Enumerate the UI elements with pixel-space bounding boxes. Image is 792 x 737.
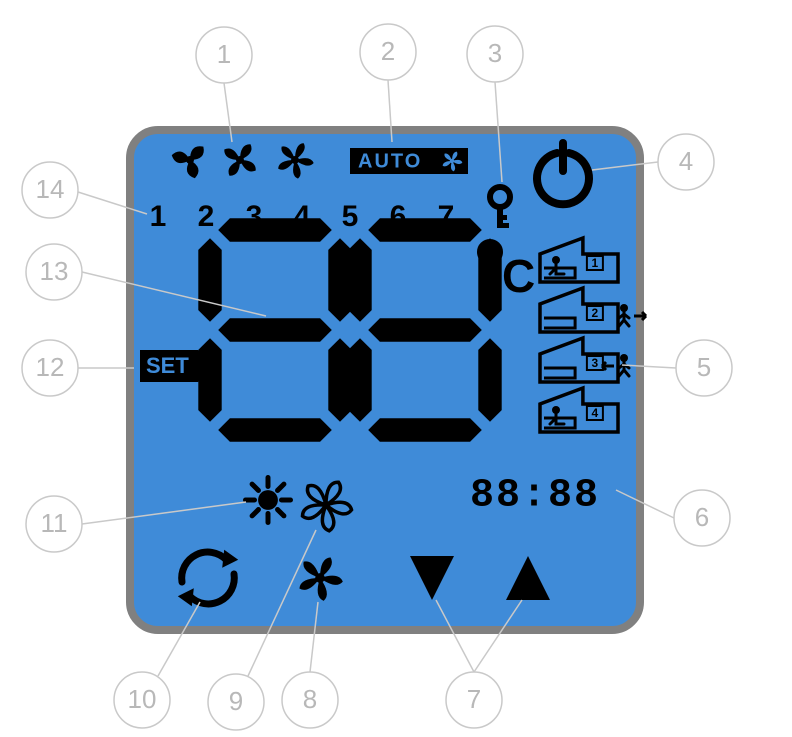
callout-2: 2	[360, 24, 416, 80]
day-2: 2	[198, 200, 215, 233]
heat-mode-icon	[246, 478, 291, 523]
callout-number: 1	[217, 39, 231, 69]
callout-8: 8	[282, 672, 338, 728]
event-number: 2	[592, 306, 599, 320]
event-number: 4	[592, 406, 599, 420]
set-badge: SET	[140, 350, 210, 382]
callout-number: 10	[128, 684, 157, 714]
event-number: 3	[592, 356, 599, 370]
callout-number: 3	[488, 38, 502, 68]
callout-13: 13	[26, 244, 82, 300]
callout-12: 12	[22, 340, 78, 396]
callout-number: 11	[41, 508, 68, 538]
callout-number: 7	[467, 684, 481, 714]
auto-fan-badge: AUTO	[350, 148, 468, 174]
callout-7: 7	[446, 672, 502, 728]
day-5: 5	[342, 200, 359, 233]
callout-9: 9	[208, 674, 264, 730]
clock-display: 88:88	[470, 474, 600, 519]
callout-number: 12	[36, 352, 65, 382]
callout-1: 1	[196, 27, 252, 83]
set-label: SET	[146, 353, 189, 378]
callout-5: 5	[676, 340, 732, 396]
callout-number: 8	[303, 684, 317, 714]
callout-number: 2	[381, 36, 395, 66]
callout-10: 10	[114, 672, 170, 728]
callout-14: 14	[22, 162, 78, 218]
callout-number: 6	[695, 502, 709, 532]
callout-number: 4	[679, 146, 693, 176]
callout-number: 13	[40, 256, 69, 286]
callout-number: 5	[697, 352, 711, 382]
callout-4: 4	[658, 134, 714, 190]
svg-text:C: C	[502, 250, 535, 302]
callout-number: 14	[36, 174, 65, 204]
day-1: 1	[150, 200, 167, 233]
auto-label: AUTO	[358, 150, 422, 172]
callout-11: 11	[26, 496, 82, 552]
callout-3: 3	[467, 26, 523, 82]
callout-6: 6	[674, 490, 730, 546]
event-number: 1	[592, 256, 599, 270]
callout-number: 9	[229, 686, 243, 716]
